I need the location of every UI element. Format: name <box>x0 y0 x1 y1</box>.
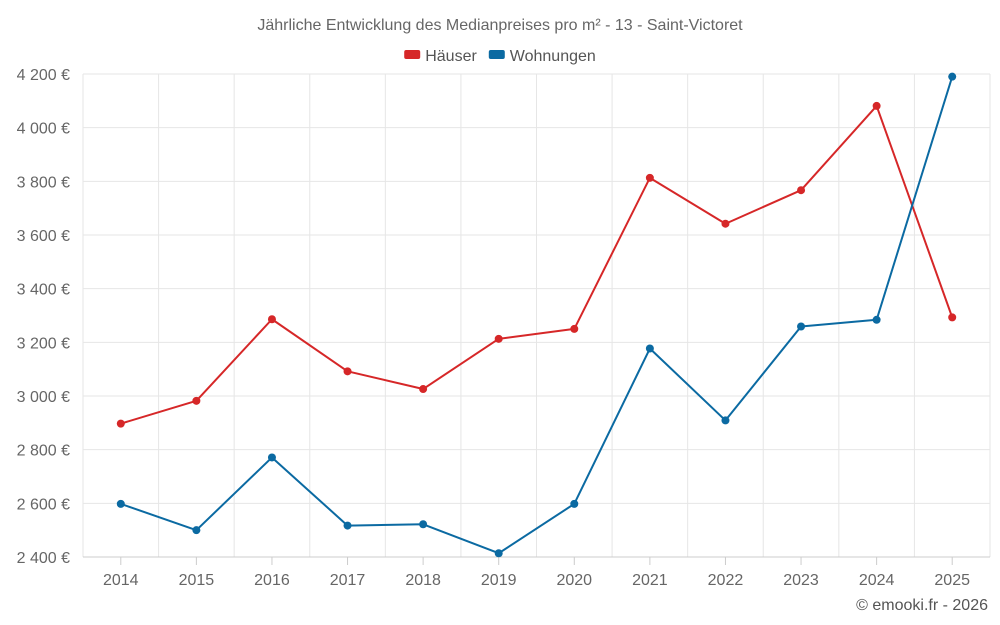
data-point-wohnungen[interactable] <box>645 344 654 353</box>
data-point-haeuser[interactable] <box>948 313 957 322</box>
x-tick-label: 2020 <box>556 572 592 589</box>
credit-text: © emooki.fr - 2026 <box>856 597 988 614</box>
chart-title: Jährliche Entwicklung des Medianpreises … <box>257 17 743 34</box>
x-tick-label: 2018 <box>405 572 441 589</box>
y-tick-label: 2 600 € <box>17 496 70 513</box>
data-point-haeuser[interactable] <box>570 324 579 333</box>
data-point-wohnungen[interactable] <box>343 521 352 530</box>
data-point-wohnungen[interactable] <box>948 72 957 81</box>
x-tick-label: 2021 <box>632 572 668 589</box>
series-line-wohnungen <box>120 76 954 555</box>
y-tick-label: 3 400 € <box>17 282 70 299</box>
data-point-haeuser[interactable] <box>343 367 352 376</box>
y-tick-label: 3 600 € <box>17 228 70 245</box>
y-tick-label: 4 200 € <box>17 67 70 84</box>
data-point-wohnungen[interactable] <box>116 499 125 508</box>
x-tick-label: 2025 <box>934 572 970 589</box>
x-tick-label: 2022 <box>708 572 744 589</box>
legend-swatch <box>488 50 505 59</box>
data-point-wohnungen[interactable] <box>721 416 730 425</box>
data-point-haeuser[interactable] <box>419 385 428 394</box>
x-tick-label: 2024 <box>859 572 895 589</box>
series <box>116 72 957 558</box>
data-point-haeuser[interactable] <box>797 186 806 195</box>
data-point-wohnungen[interactable] <box>192 526 201 535</box>
data-point-haeuser[interactable] <box>494 334 503 343</box>
data-point-wohnungen[interactable] <box>494 549 503 558</box>
legend-swatch <box>404 50 421 59</box>
x-tick-label: 2019 <box>481 572 517 589</box>
x-tick-label: 2016 <box>254 572 290 589</box>
data-point-haeuser[interactable] <box>192 396 201 405</box>
y-tick-label: 2 800 € <box>17 443 70 460</box>
x-tick-label: 2023 <box>783 572 819 589</box>
y-tick-label: 2 400 € <box>17 550 70 567</box>
data-point-wohnungen[interactable] <box>419 520 428 529</box>
data-point-haeuser[interactable] <box>721 219 730 228</box>
legend-label: Häuser <box>425 48 477 65</box>
data-point-haeuser[interactable] <box>872 101 881 110</box>
series-line-haeuser <box>120 104 954 425</box>
legend[interactable]: Häuser Wohnungen <box>404 48 596 65</box>
y-tick-label: 4 000 € <box>17 121 70 138</box>
data-point-wohnungen[interactable] <box>267 453 276 462</box>
grid <box>82 73 991 558</box>
data-point-wohnungen[interactable] <box>872 315 881 324</box>
legend-label: Wohnungen <box>510 48 596 65</box>
axes: 2 400 € 2 600 € 2 800 € 3 000 € 3 200 € 3 400… <box>17 67 990 589</box>
y-tick-label: 3 000 € <box>17 389 70 406</box>
x-tick-label: 2015 <box>179 572 215 589</box>
data-point-haeuser[interactable] <box>267 315 276 324</box>
data-point-haeuser[interactable] <box>645 173 654 182</box>
y-tick-label: 3 800 € <box>17 174 70 191</box>
x-tick-label: 2014 <box>103 572 139 589</box>
data-point-haeuser[interactable] <box>116 419 125 428</box>
x-tick-label: 2017 <box>330 572 366 589</box>
data-point-wohnungen[interactable] <box>570 499 579 508</box>
data-point-wohnungen[interactable] <box>797 322 806 331</box>
y-tick-label: 3 200 € <box>17 335 70 352</box>
legend-item-wohnungen[interactable]: Wohnungen <box>488 48 596 65</box>
legend-item-haeuser[interactable]: Häuser <box>404 48 477 65</box>
